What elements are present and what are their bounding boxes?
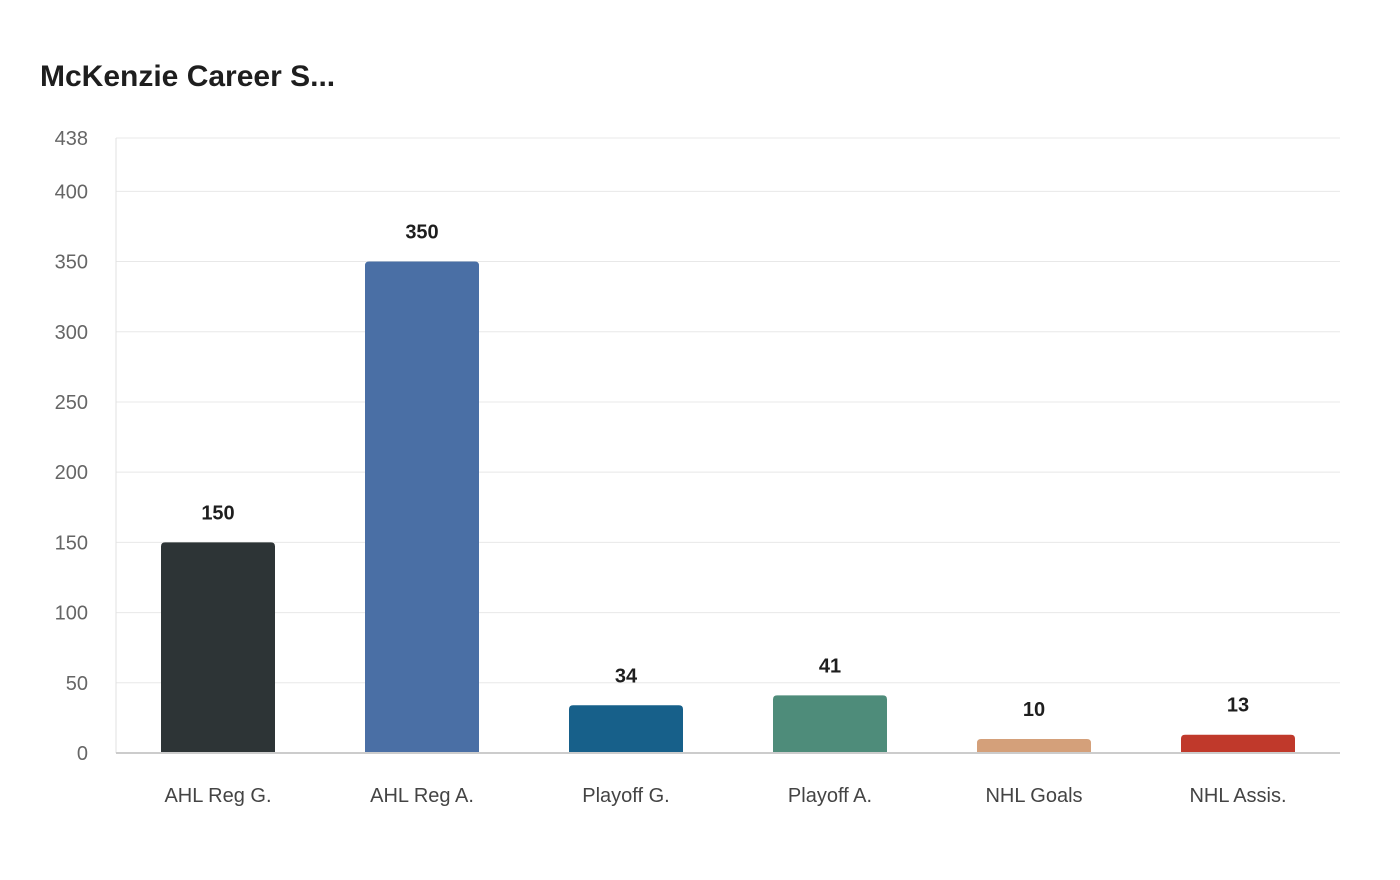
bar — [365, 261, 479, 753]
bar — [161, 542, 275, 753]
data-label: 150 — [201, 502, 234, 524]
data-label: 41 — [819, 655, 841, 677]
bar — [773, 695, 887, 753]
data-label: 10 — [1023, 699, 1045, 721]
y-tick-label: 200 — [55, 462, 88, 484]
y-tick-label: 100 — [55, 603, 88, 625]
chart-title: McKenzie Career S... — [40, 60, 336, 93]
y-tick-label: 400 — [55, 181, 88, 203]
bar — [569, 705, 683, 753]
y-tick-label: 150 — [55, 532, 88, 554]
x-tick-label: NHL Goals — [985, 785, 1082, 807]
y-tick-label: 0 — [77, 743, 88, 765]
y-tick-label: 438 — [55, 128, 88, 150]
data-label: 350 — [405, 222, 438, 244]
x-tick-label: Playoff A. — [788, 785, 872, 807]
bar — [977, 738, 1091, 753]
x-tick-label: Playoff G. — [582, 785, 669, 807]
data-label: 13 — [1227, 695, 1249, 717]
y-tick-label: 300 — [55, 322, 88, 344]
x-tick-label: AHL Reg A. — [370, 785, 474, 807]
y-tick-label: 350 — [55, 252, 88, 274]
x-tick-label: NHL Assis. — [1189, 785, 1286, 807]
bar — [1181, 734, 1295, 753]
x-tick-label: AHL Reg G. — [164, 785, 271, 807]
y-tick-label: 250 — [55, 392, 88, 414]
y-tick-label: 50 — [66, 673, 88, 695]
data-label: 34 — [615, 665, 638, 687]
